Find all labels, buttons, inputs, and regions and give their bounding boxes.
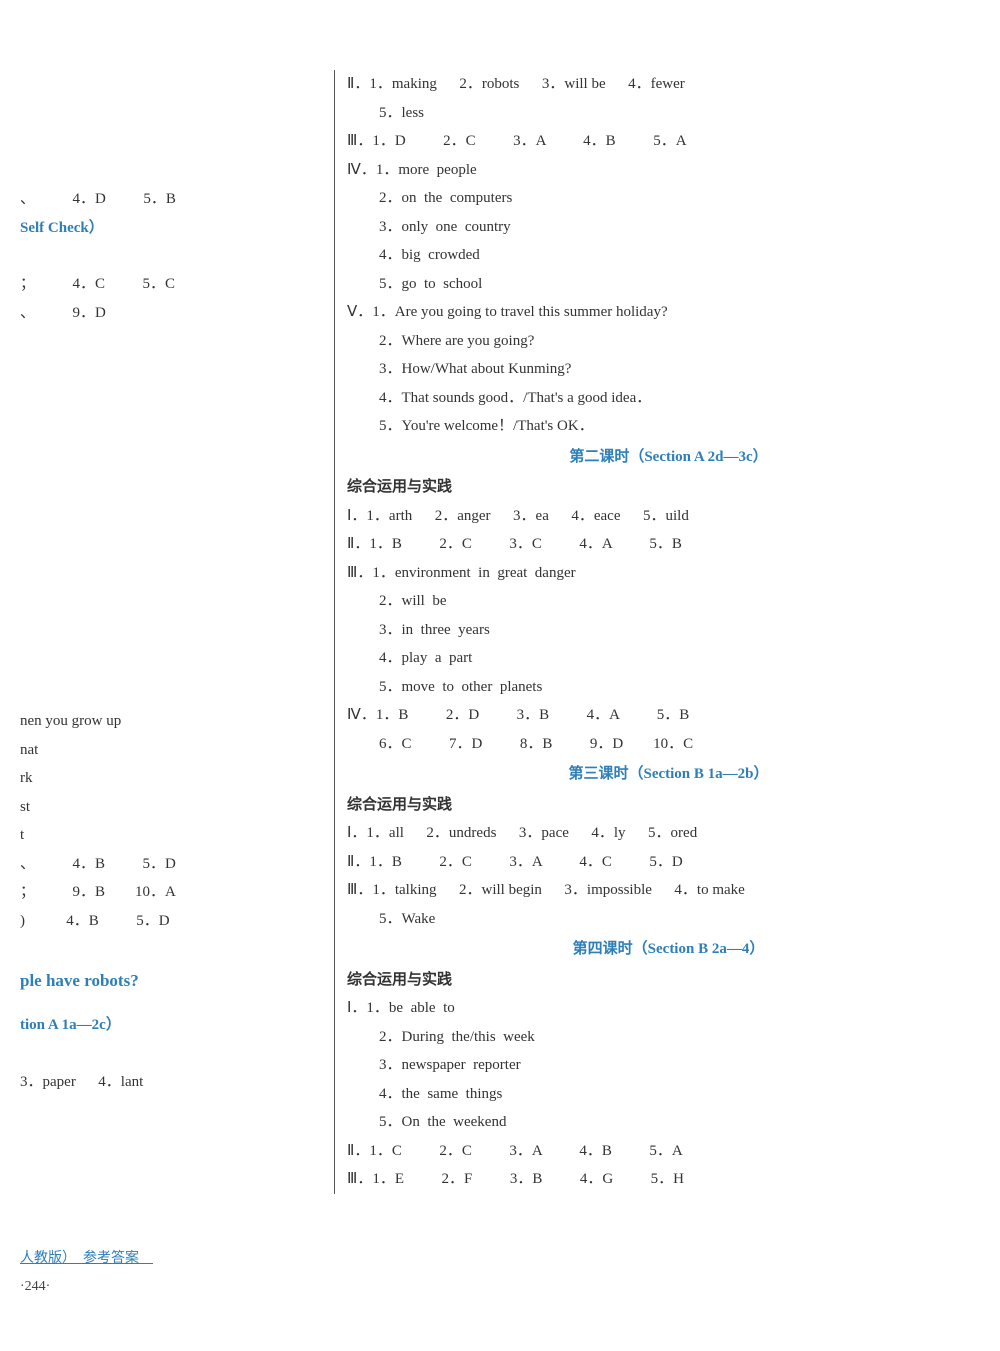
section-heading: tion A 1a—2c） bbox=[20, 1011, 334, 1040]
left-line: ； 4．C 5．C bbox=[20, 270, 334, 299]
left-line: ； 9．B 10．A bbox=[20, 878, 334, 907]
left-line: nat bbox=[20, 736, 334, 765]
answer-line: 5．move to other planets bbox=[347, 673, 990, 702]
left-line: ) 4．B 5．D bbox=[20, 907, 334, 936]
answer-line: Ⅰ．1．arth 2．anger 3．ea 4．eace 5．uild bbox=[347, 502, 990, 531]
answer-line: Ⅴ．1．Are you going to travel this summer … bbox=[347, 298, 990, 327]
answer-line: 5．You're welcome！/That's OK． bbox=[347, 412, 990, 441]
lesson-heading-3: 第三课时（Section B 1a—2b） bbox=[347, 760, 990, 789]
section-title: 综合运用与实践 bbox=[347, 473, 990, 502]
section-title: 综合运用与实践 bbox=[347, 791, 990, 820]
answer-line: Ⅳ．1．more people bbox=[347, 156, 990, 185]
left-column: 、 4．D 5．B Self Check） ； 4．C 5．C 、 9．D ne… bbox=[0, 70, 335, 1194]
answer-line: Ⅱ．1．B 2．C 3．A 4．C 5．D bbox=[347, 848, 990, 877]
answer-line: 5．go to school bbox=[347, 270, 990, 299]
answer-line: 3．in three years bbox=[347, 616, 990, 645]
answer-line: Ⅲ．1．E 2．F 3．B 4．G 5．H bbox=[347, 1165, 990, 1194]
answer-line: 2．During the/this week bbox=[347, 1023, 990, 1052]
left-line: 、 4．B 5．D bbox=[20, 850, 334, 879]
right-column: Ⅱ．1．making 2．robots 3．will be 4．fewer 5．… bbox=[335, 70, 1000, 1194]
answer-line: 2．on the computers bbox=[347, 184, 990, 213]
answer-line: Ⅱ．1．making 2．robots 3．will be 4．fewer bbox=[347, 70, 990, 99]
left-line: 3．paper 4．lant bbox=[20, 1068, 334, 1097]
answer-line: Ⅲ．1．environment in great danger bbox=[347, 559, 990, 588]
answer-line: 3．newspaper reporter bbox=[347, 1051, 990, 1080]
answer-line: 5．less bbox=[347, 99, 990, 128]
answer-line: Ⅲ．1．D 2．C 3．A 4．B 5．A bbox=[347, 127, 990, 156]
left-line: rk bbox=[20, 764, 334, 793]
answer-line: 4．the same things bbox=[347, 1080, 990, 1109]
lesson-heading-2: 第二课时（Section A 2d—3c） bbox=[347, 443, 990, 472]
left-line: nen you grow up bbox=[20, 707, 334, 736]
lesson-heading-4: 第四课时（Section B 2a—4） bbox=[347, 935, 990, 964]
left-line: 、 4．D 5．B bbox=[20, 185, 334, 214]
answer-line: Ⅱ．1．C 2．C 3．A 4．B 5．A bbox=[347, 1137, 990, 1166]
section-title: 综合运用与实践 bbox=[347, 966, 990, 995]
answer-line: Ⅰ．1．all 2．undreds 3．pace 4．ly 5．ored bbox=[347, 819, 990, 848]
answer-line: Ⅰ．1．be able to bbox=[347, 994, 990, 1023]
answer-line: Ⅱ．1．B 2．C 3．C 4．A 5．B bbox=[347, 530, 990, 559]
page-content: 、 4．D 5．B Self Check） ； 4．C 5．C 、 9．D ne… bbox=[0, 0, 1000, 1194]
answer-line: 3．only one country bbox=[347, 213, 990, 242]
footer-text: 人教版） 参考答案 bbox=[20, 1246, 153, 1273]
answer-line: 5．Wake bbox=[347, 905, 990, 934]
answer-line: 6．C 7．D 8．B 9．D 10．C bbox=[347, 730, 990, 759]
page-footer: 人教版） 参考答案 ·244· bbox=[20, 1246, 153, 1301]
answer-line: 2．Where are you going? bbox=[347, 327, 990, 356]
left-line: 、 9．D bbox=[20, 299, 334, 328]
answer-line: 5．On the weekend bbox=[347, 1108, 990, 1137]
answer-line: 4．That sounds good．/That's a good idea． bbox=[347, 384, 990, 413]
left-line: st bbox=[20, 793, 334, 822]
answer-line: 3．How/What about Kunming? bbox=[347, 355, 990, 384]
answer-line: Ⅲ．1．talking 2．will begin 3．impossible 4．… bbox=[347, 876, 990, 905]
answer-line: Ⅳ．1．B 2．D 3．B 4．A 5．B bbox=[347, 701, 990, 730]
left-line: t bbox=[20, 821, 334, 850]
answer-line: 2．will be bbox=[347, 587, 990, 616]
page-number: ·244· bbox=[20, 1274, 153, 1301]
self-check-heading: Self Check） bbox=[20, 214, 334, 243]
answer-line: 4．big crowded bbox=[347, 241, 990, 270]
unit-heading: ple have robots? bbox=[20, 965, 334, 997]
answer-line: 4．play a part bbox=[347, 644, 990, 673]
